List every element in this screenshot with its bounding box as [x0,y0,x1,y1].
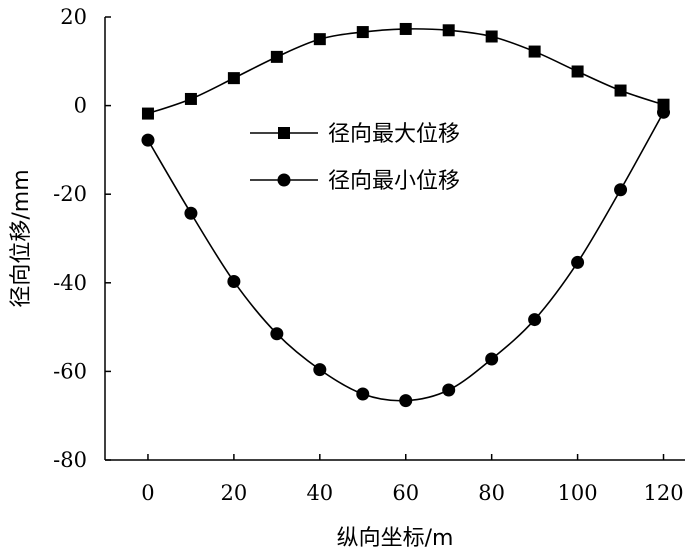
square-data-point [442,24,455,37]
x-tick-label: 0 [141,481,154,505]
y-tick-label: -40 [53,271,87,295]
square-data-point [528,45,541,58]
x-tick-label: 20 [221,481,248,505]
y-axis-title: 径向位移/mm [9,169,34,307]
square-data-point [227,72,240,85]
legend-item: 径向最大位移 [250,122,460,147]
circle-data-point [313,363,327,377]
circle-data-point [356,387,370,401]
x-ticks: 0 20 40 60 80 100 120 [141,454,684,505]
series-1 [141,22,670,120]
y-tick-label: 0 [74,94,87,118]
circle-data-point [528,313,542,327]
x-tick-label: 120 [643,481,683,505]
legend-circle-marker [277,173,291,187]
square-data-point [184,92,197,105]
y-tick-label: 20 [60,5,87,29]
series-line [147,111,665,402]
y-tick-label: -20 [53,182,87,206]
circle-data-point [227,274,241,288]
x-tick-label: 80 [478,481,505,505]
legend-label: 径向最小位移 [328,169,460,194]
legend-item: 径向最小位移 [250,169,460,194]
circle-data-point [657,105,671,119]
square-data-point [614,84,627,97]
series-line [147,28,664,115]
circle-data-point [184,206,198,220]
circle-data-point [485,352,499,366]
x-tick-label: 100 [558,481,598,505]
plot-axes [104,17,685,461]
series-layer [141,22,671,408]
circle-data-point [442,383,456,397]
legend-square-marker [278,127,290,139]
x-axis-title: 纵向坐标/m [337,526,454,551]
x-tick-label: 40 [306,481,333,505]
y-tick-label: -80 [53,448,87,472]
x-tick-label: 60 [392,481,419,505]
square-data-point [313,33,326,46]
circle-data-point [399,394,413,408]
series-2 [141,105,671,408]
legend-label: 径向最大位移 [328,122,460,147]
y-tick-label: -60 [53,359,87,383]
circle-data-point [141,133,155,147]
circle-data-point [270,327,284,341]
square-data-point [141,107,154,120]
circle-data-point [571,255,585,269]
square-data-point [356,26,369,39]
square-data-point [270,50,283,63]
y-ticks: 20 0 -20 -40 -60 -80 [53,5,111,472]
square-data-point [571,65,584,78]
square-data-point [399,22,412,35]
circle-data-point [614,183,628,197]
square-data-point [485,30,498,43]
